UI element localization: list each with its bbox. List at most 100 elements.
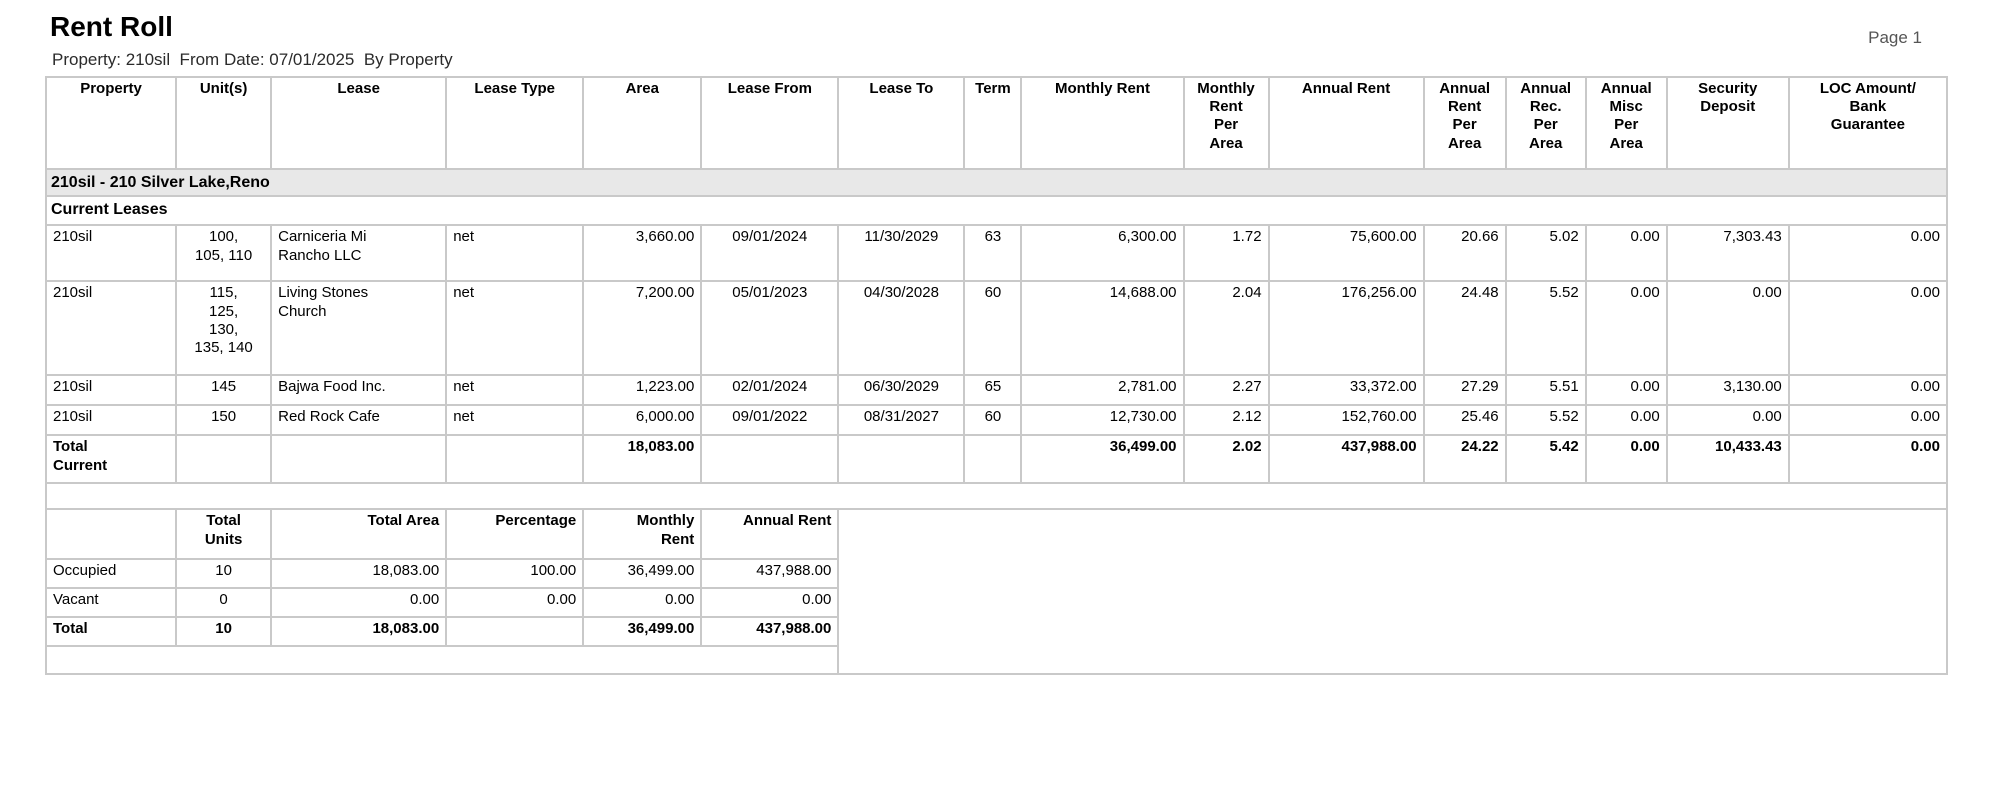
column-header-monthly-rent-per-area: Monthly Rent Per Area xyxy=(1182,75,1270,170)
cell-term: 65 xyxy=(963,374,1023,407)
vacant-row: Vacant 0 0.00 0.00 0.00 0.00 xyxy=(44,587,1947,619)
spacer-cell xyxy=(44,645,840,676)
cell-property: 210sil xyxy=(44,404,178,437)
column-header-lease-type: Lease Type xyxy=(445,75,585,170)
spacer-cell xyxy=(45,482,1948,511)
cell-loc-amount: 0.00 xyxy=(1787,224,1949,283)
cell-lease-to: 11/30/2029 xyxy=(837,224,966,283)
total-monthly-rent-per-area: 2.02 xyxy=(1182,434,1270,485)
total-area: 18,083.00 xyxy=(582,434,703,485)
column-header-property: Property xyxy=(44,75,178,170)
summary-percentage: 0.00 xyxy=(445,587,585,619)
column-header-lease: Lease xyxy=(270,75,448,170)
cell-empty xyxy=(175,434,273,485)
cell-lease-type: net xyxy=(445,224,585,283)
cell-annual-rent: 152,760.00 xyxy=(1267,404,1425,437)
cell-monthly-rent: 6,300.00 xyxy=(1020,224,1185,283)
cell-monthly-rent-per-area: 2.27 xyxy=(1182,374,1270,407)
column-header-annual-misc-per-area: Annual Misc Per Area xyxy=(1584,75,1668,170)
cell-lease: Living Stones Church xyxy=(270,280,448,377)
cell-monthly-rent: 2,781.00 xyxy=(1020,374,1185,407)
summary-header-total-area: Total Area xyxy=(270,508,448,561)
cell-loc-amount: 0.00 xyxy=(1787,404,1949,437)
cell-lease-from: 09/01/2022 xyxy=(700,404,840,437)
bottom-spacer-row xyxy=(44,645,1947,676)
current-leases-label: Current Leases xyxy=(45,195,1948,227)
cell-monthly-rent-per-area: 1.72 xyxy=(1182,224,1270,283)
cell-area: 1,223.00 xyxy=(582,374,703,407)
cell-annual-rent: 75,600.00 xyxy=(1267,224,1425,283)
cell-annual-rec-per-area: 5.52 xyxy=(1504,280,1587,377)
column-header-lease-from: Lease From xyxy=(700,75,840,170)
summary-total-area: 0.00 xyxy=(270,587,448,619)
cell-annual-rec-per-area: 5.51 xyxy=(1504,374,1587,407)
cell-annual-rent: 33,372.00 xyxy=(1267,374,1425,407)
cell-annual-rent: 176,256.00 xyxy=(1267,280,1425,377)
cell-term: 63 xyxy=(963,224,1023,283)
cell-lease: Red Rock Cafe xyxy=(270,404,448,437)
summary-monthly-rent: 36,499.00 xyxy=(582,616,703,648)
summary-annual-rent: 0.00 xyxy=(700,587,840,619)
summary-header-row: Total Units Total Area Percentage Monthl… xyxy=(44,508,1948,676)
column-header-term: Term xyxy=(963,75,1023,170)
total-monthly-rent: 36,499.00 xyxy=(1020,434,1185,485)
cell-lease-from: 05/01/2023 xyxy=(700,280,840,377)
lease-row: 210sil 115, 125, 130, 135, 140 Living St… xyxy=(44,280,1949,377)
cell-property: 210sil xyxy=(44,224,178,283)
column-header-loc-amount: LOC Amount/ Bank Guarantee xyxy=(1787,75,1949,170)
cell-annual-rec-per-area: 5.02 xyxy=(1504,224,1587,283)
total-loc-amount: 0.00 xyxy=(1787,434,1949,485)
cell-loc-amount: 0.00 xyxy=(1787,280,1949,377)
property-group-label: 210sil - 210 Silver Lake,Reno xyxy=(45,167,1948,198)
total-annual-misc-per-area: 0.00 xyxy=(1584,434,1668,485)
lease-row: 210sil 100, 105, 110 Carniceria Mi Ranch… xyxy=(44,224,1949,283)
cell-lease: Carniceria Mi Rancho LLC xyxy=(270,224,448,283)
column-header-annual-rec-per-area: Annual Rec. Per Area xyxy=(1504,75,1587,170)
summary-label: Vacant xyxy=(44,587,178,619)
cell-property: 210sil xyxy=(44,374,178,407)
cell-area: 6,000.00 xyxy=(582,404,703,437)
cell-annual-misc-per-area: 0.00 xyxy=(1584,224,1668,283)
summary-header-monthly-rent: Monthly Rent xyxy=(582,508,703,561)
cell-empty xyxy=(270,434,448,485)
cell-security-deposit: 3,130.00 xyxy=(1665,374,1790,407)
summary-annual-rent: 437,988.00 xyxy=(700,558,840,590)
summary-header-blank xyxy=(44,508,178,561)
column-header-lease-to: Lease To xyxy=(837,75,966,170)
cell-annual-misc-per-area: 0.00 xyxy=(1584,374,1668,407)
cell-monthly-rent: 12,730.00 xyxy=(1020,404,1185,437)
cell-area: 7,200.00 xyxy=(582,280,703,377)
cell-security-deposit: 7,303.43 xyxy=(1665,224,1790,283)
cell-annual-rent-per-area: 27.29 xyxy=(1422,374,1507,407)
summary-monthly-rent: 0.00 xyxy=(582,587,703,619)
summary-header-total-units: Total Units xyxy=(175,508,273,561)
column-header-annual-rent: Annual Rent xyxy=(1267,75,1425,170)
cell-empty xyxy=(445,434,585,485)
cell-term: 60 xyxy=(963,280,1023,377)
lease-row: 210sil 150 Red Rock Cafe net 6,000.00 09… xyxy=(44,404,1949,437)
total-annual-rec-per-area: 5.42 xyxy=(1504,434,1587,485)
occupied-row: Occupied 10 18,083.00 100.00 36,499.00 4… xyxy=(44,558,1947,590)
cell-annual-rent-per-area: 24.48 xyxy=(1422,280,1507,377)
report-subtitle: Property: 210sil From Date: 07/01/2025 B… xyxy=(52,49,453,69)
summary-header-percentage: Percentage xyxy=(445,508,585,561)
report-title: Rent Roll xyxy=(50,11,173,42)
total-annual-rent: 437,988.00 xyxy=(1267,434,1425,485)
cell-lease-from: 09/01/2024 xyxy=(700,224,840,283)
cell-term: 60 xyxy=(963,404,1023,437)
summary-monthly-rent: 36,499.00 xyxy=(582,558,703,590)
column-header-monthly-rent: Monthly Rent xyxy=(1020,75,1185,170)
property-group-row: 210sil - 210 Silver Lake,Reno xyxy=(45,167,1948,198)
cell-empty xyxy=(963,434,1023,485)
spacer-row xyxy=(45,482,1948,511)
cell-monthly-rent-per-area: 2.04 xyxy=(1182,280,1270,377)
cell-monthly-rent: 14,688.00 xyxy=(1020,280,1185,377)
current-leases-row: Current Leases xyxy=(45,195,1948,227)
total-security-deposit: 10,433.43 xyxy=(1665,434,1790,485)
cell-units: 145 xyxy=(175,374,273,407)
cell-security-deposit: 0.00 xyxy=(1665,404,1790,437)
summary-annual-rent: 437,988.00 xyxy=(700,616,840,648)
cell-area: 3,660.00 xyxy=(582,224,703,283)
summary-header-annual-rent: Annual Rent xyxy=(700,508,840,561)
cell-security-deposit: 0.00 xyxy=(1665,280,1790,377)
